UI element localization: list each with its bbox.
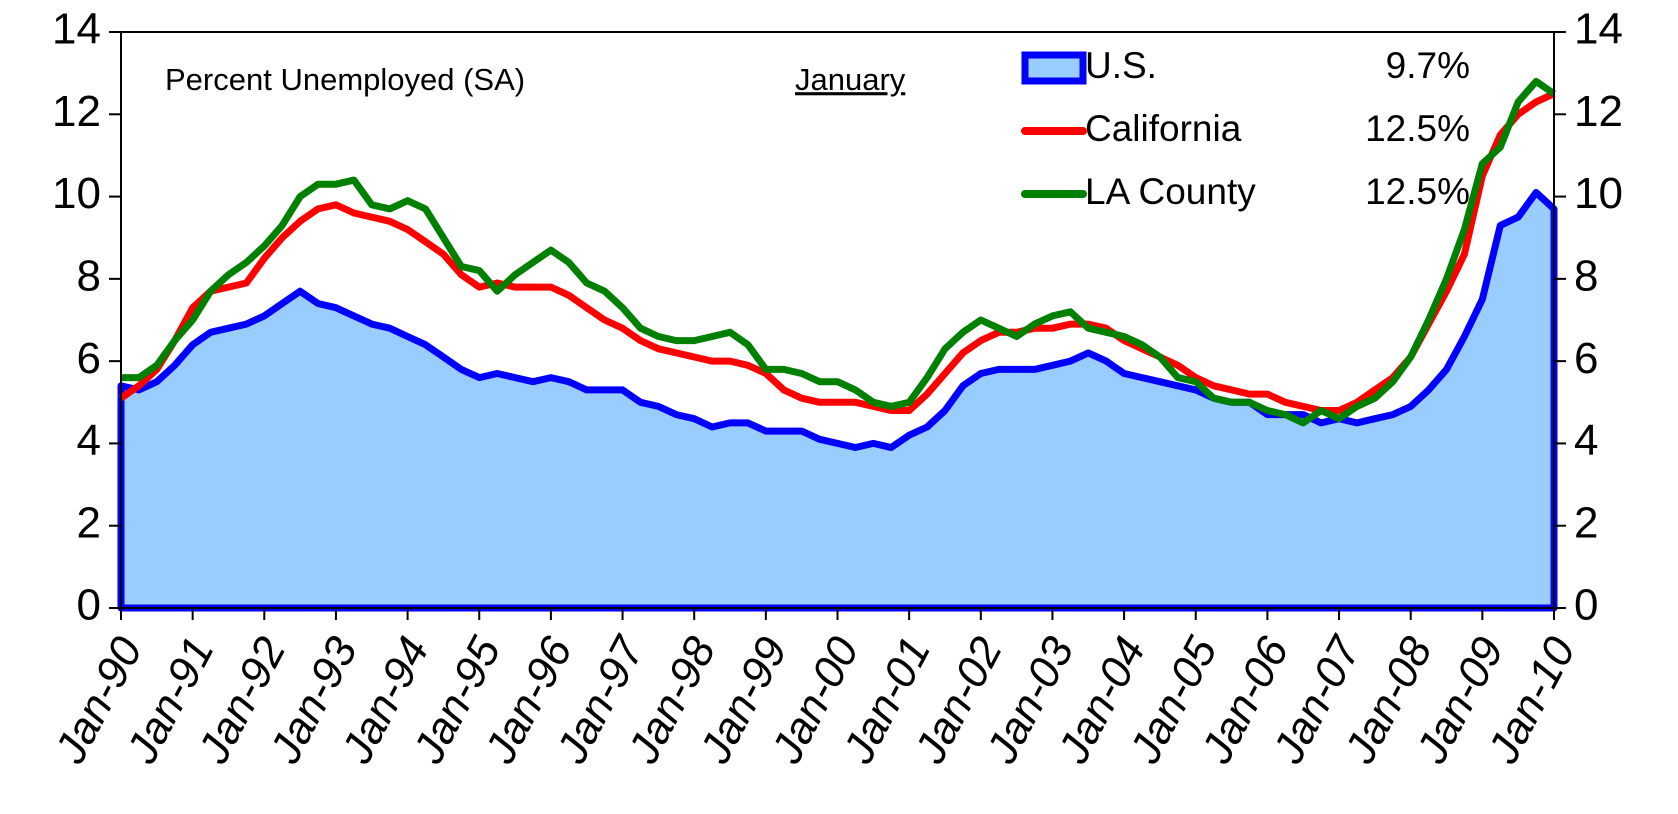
y2-tick-label: 8 <box>1574 251 1598 300</box>
y2-tick-label: 10 <box>1574 169 1623 218</box>
legend-swatch <box>1021 51 1087 85</box>
legend-value: 12.5% <box>1365 171 1470 212</box>
line <box>121 77 1556 427</box>
y-tick-label: 14 <box>52 5 101 54</box>
y-tick-label: 0 <box>77 581 101 630</box>
y2-tick-label: 4 <box>1574 416 1598 465</box>
y2-tick-label: 2 <box>1574 498 1598 547</box>
legend-value: 9.7% <box>1386 45 1470 86</box>
y2-tick-label: 0 <box>1574 581 1598 630</box>
y-tick-label: 4 <box>77 416 101 465</box>
legend-label: LA County <box>1085 171 1256 212</box>
y-tick-label: 10 <box>52 169 101 218</box>
annotation: Percent Unemployed (SA) <box>165 62 525 97</box>
plot <box>117 77 1558 612</box>
legend-label: U.S. <box>1085 45 1157 86</box>
legend-value: 12.5% <box>1365 108 1470 149</box>
y2-tick-label: 12 <box>1574 87 1623 136</box>
y2-tick-label: 6 <box>1574 334 1598 383</box>
y2-tick-label: 14 <box>1574 5 1623 54</box>
y-tick-label: 8 <box>77 251 101 300</box>
legend-label: California <box>1085 108 1242 149</box>
line <box>119 90 1556 414</box>
y-tick-label: 2 <box>77 498 101 547</box>
y-tick-label: 6 <box>77 334 101 383</box>
y-tick-label: 12 <box>52 87 101 136</box>
legend-title: January <box>795 62 906 97</box>
